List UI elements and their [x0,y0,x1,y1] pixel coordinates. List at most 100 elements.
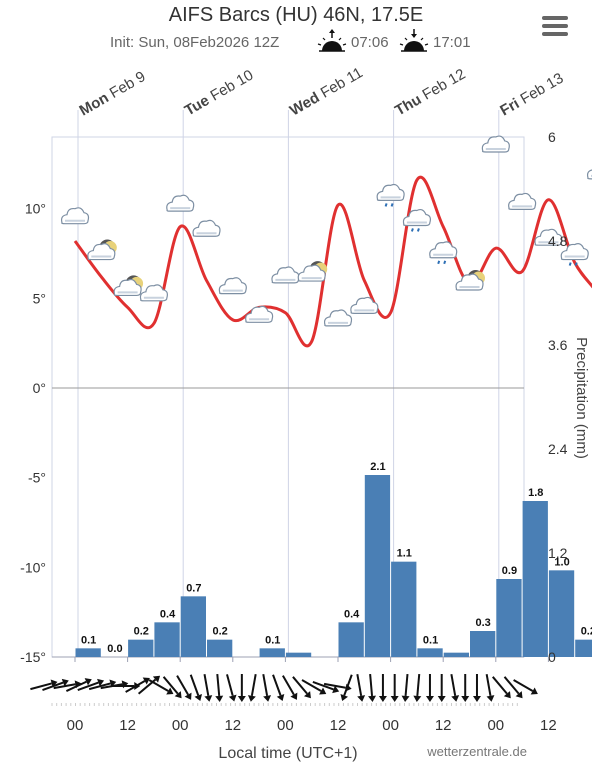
wind-arrow-icon [485,674,495,702]
wind-head [461,696,470,702]
wind-arrow-icon [461,674,470,702]
precip-label: 1.0 [554,556,569,568]
rain-cloud-icon [560,243,589,266]
right-tick-label: 2.4 [548,441,568,457]
wind-arrow-icon [226,674,237,702]
wind-arrow-icon [176,675,192,700]
precipitation-labels: 0.1 0.0 0.2 0.4 0.7 0.2 0.1 0.4 2.1 1.1 0.1 0.3 0.9 1… [81,461,592,655]
wind-shaft [176,675,189,696]
precip-bar [285,652,312,657]
moon-cloud-icon [297,261,328,282]
sunrise-icon [317,29,347,52]
cloud-icon [534,228,563,246]
wind-shaft [148,679,169,692]
weather-icons: * ** ** ** ** ** ** ** * [60,135,592,327]
precip-label: 1.1 [397,548,412,560]
wind-head [486,695,495,702]
right-tick-label: 0 [548,649,556,665]
wind-head [166,687,174,695]
wind-head [247,695,256,702]
wind-shaft [450,674,457,697]
wind-arrow-icon [247,674,257,702]
wind-arrow-icon [492,676,511,699]
right-tick-label: 1.2 [548,545,568,561]
precip-label: 0.4 [160,608,176,620]
wind-head [184,692,192,700]
wind-arrow-icon [340,674,353,702]
precip-bar [154,622,180,657]
sunrise-time: 07:06 [351,34,389,51]
wind-shaft [404,673,409,697]
hour-label: 12 [330,717,347,734]
wind-shaft [42,681,64,692]
hour-label: 12 [224,717,241,734]
wind-head [303,691,311,699]
wind-arrow-icon [262,674,272,702]
cloud-icon [166,194,195,212]
right-axis-ticks: 0 1.2 2.4 3.6 4.8 6 [548,129,568,665]
left-tick-label: -10° [20,559,46,575]
wind-arrow-icon [378,674,387,702]
wind-shaft [53,683,76,690]
wind-head [515,691,523,699]
wind-shaft [189,674,200,696]
rain-drops [437,260,447,265]
wind-head [503,691,511,699]
wind-arrow-icon [472,674,481,702]
wind-head [215,695,224,702]
init-time: Init: Sun, 08Feb2026 12Z [110,34,279,51]
wind-shaft [356,674,363,697]
wind-head [401,695,410,702]
wind-head [142,677,150,685]
left-tick-label: 10° [25,201,46,217]
day-date: Feb 11 [318,64,366,102]
wind-arrow-icon [413,673,422,702]
hamburger-menu-icon[interactable] [542,16,568,36]
precip-label: 0.2 [134,626,149,638]
precip-bar [364,475,391,657]
wind-shaft [88,682,111,691]
precip-bar [180,596,206,657]
cloud-icon [60,207,90,225]
right-tick-label: 3.6 [548,337,568,353]
wind-head [50,679,58,688]
wind-arrow-icon [77,678,105,692]
wind-shaft [226,674,234,696]
wind-head [228,694,237,702]
wind-arrow-icon [162,676,182,699]
wind-shaft [343,674,353,696]
day-label: Mon Feb 9 [77,68,149,119]
wind-arrow-icon [272,674,285,702]
precip-label: 0.2 [581,626,592,638]
wind-shaft [323,682,346,689]
day-date: Feb 10 [207,67,256,105]
sunset-icon [399,29,429,52]
right-axis-label: Precipitation (mm) [573,337,590,459]
cloud-icon [481,135,510,153]
precip-label: 0.7 [186,582,201,594]
wind-arrow-icon [148,679,174,695]
rain-cloud-icon [376,183,405,207]
precip-label: 0.2 [213,626,228,638]
wind-head [378,696,387,702]
precip-bar [496,579,522,657]
wind-shaft [162,676,179,695]
wind-arrow-icon [368,673,377,702]
precip-bar [391,561,417,657]
wind-arrow-icon [292,676,311,699]
precip-bar [128,639,154,657]
precip-label: 0.0 [107,643,122,655]
left-tick-label: -5° [28,470,46,486]
left-tick-label: 5° [33,290,46,306]
wind-head [237,696,246,702]
hour-label: 00 [382,717,399,734]
wind-arrow-icon [237,674,246,702]
sunset-time: 17:01 [433,34,471,51]
wind-arrow-icon [203,674,213,702]
wind-head [152,675,161,683]
wind-head [390,696,399,702]
wind-shaft [369,673,374,697]
precip-bar [575,639,592,657]
